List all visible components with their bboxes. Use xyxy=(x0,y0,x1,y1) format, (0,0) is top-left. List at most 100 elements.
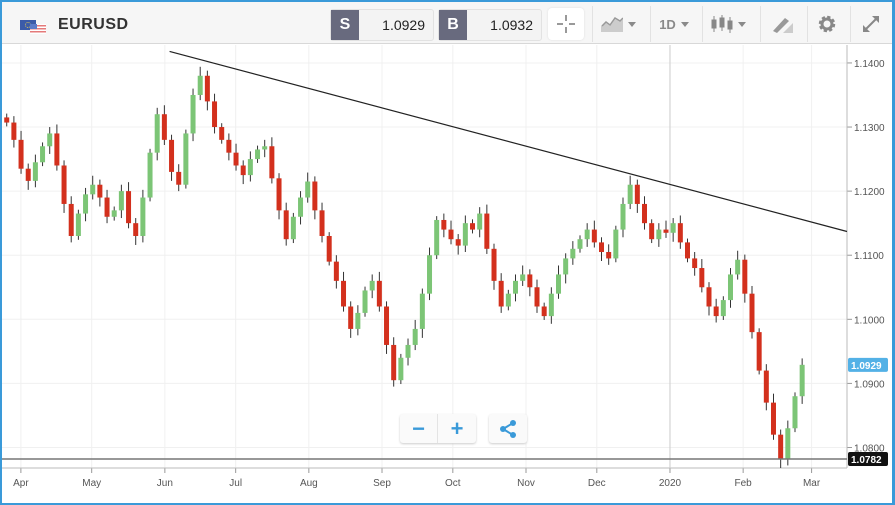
timeframe-label: 1D xyxy=(659,16,676,32)
candle-body xyxy=(720,300,726,317)
share-icon xyxy=(500,419,516,438)
candle-body xyxy=(799,364,805,397)
trendline xyxy=(169,50,848,233)
x-tick-label: Aug xyxy=(300,478,318,489)
chart-type-icon xyxy=(601,17,623,32)
candle-body xyxy=(398,357,404,381)
candle-body xyxy=(606,252,612,259)
candle-body xyxy=(713,306,719,317)
candle-body xyxy=(212,101,218,128)
candle-body xyxy=(176,171,182,185)
candle-body xyxy=(570,248,576,259)
x-tick-label: 2020 xyxy=(659,478,682,489)
candle-body xyxy=(391,344,397,381)
candle-body xyxy=(677,223,683,243)
candle-style-button[interactable] xyxy=(702,6,754,42)
candle-body xyxy=(204,75,210,102)
candle-body xyxy=(448,229,454,240)
candle-body xyxy=(40,146,46,163)
share-button[interactable] xyxy=(489,414,527,443)
y-tick-label: 1.1200 xyxy=(854,187,885,198)
candle-body xyxy=(656,229,662,240)
candle-body xyxy=(684,242,690,259)
y-tick-label: 1.1000 xyxy=(854,315,885,326)
candle-body xyxy=(111,210,117,217)
candle-body xyxy=(484,213,490,249)
candle-body xyxy=(11,122,17,140)
candle-body xyxy=(369,280,375,291)
low-price-badge xyxy=(848,452,888,467)
candle-body xyxy=(599,242,605,253)
low-price-label: 1.0782 xyxy=(851,455,882,466)
current-price-label: 1.0929 xyxy=(851,361,882,372)
candle-body xyxy=(627,184,633,204)
candle-body xyxy=(4,117,10,123)
chart-type-button[interactable] xyxy=(592,6,644,42)
candle-body xyxy=(247,159,253,176)
candle-body xyxy=(90,184,96,195)
candle-body xyxy=(613,229,619,259)
candle-body xyxy=(649,223,655,240)
candle-body xyxy=(620,203,626,230)
candle-body xyxy=(505,293,511,307)
x-tick-label: Nov xyxy=(517,478,535,489)
candle-body xyxy=(534,287,540,307)
zoom-out-button[interactable]: − xyxy=(400,414,438,443)
candle-body xyxy=(405,344,411,358)
candle-body xyxy=(75,213,81,236)
candle-body xyxy=(319,210,325,236)
crosshair-button[interactable] xyxy=(548,8,584,40)
crosshair-icon xyxy=(557,15,575,33)
candle-body xyxy=(770,402,776,435)
x-tick-label: May xyxy=(82,478,101,489)
candle-body xyxy=(290,216,296,240)
candle-body xyxy=(190,94,196,134)
candle-body xyxy=(477,213,483,230)
candle-body xyxy=(104,197,110,217)
x-tick-label: Jun xyxy=(157,478,173,489)
sell-button[interactable]: S 1.0929 xyxy=(330,9,434,41)
candle-body xyxy=(262,146,268,150)
buy-button[interactable]: B 1.0932 xyxy=(438,9,542,41)
sell-label: S xyxy=(331,10,359,40)
drawing-tools-button[interactable] xyxy=(760,6,802,42)
expand-icon xyxy=(862,16,879,32)
settings-button[interactable] xyxy=(807,6,845,42)
candle-body xyxy=(118,191,124,211)
candle-body xyxy=(312,181,318,211)
candle-body xyxy=(240,165,246,176)
timeframe-dropdown[interactable]: 1D xyxy=(650,6,697,42)
candle-body xyxy=(412,328,418,345)
candle-body xyxy=(520,274,526,281)
candle-body xyxy=(147,152,153,198)
zoom-controls: − + xyxy=(400,414,476,443)
candle-body xyxy=(763,370,769,403)
zoom-in-button[interactable]: + xyxy=(450,415,464,441)
candle-body xyxy=(563,258,569,275)
x-tick-label: Apr xyxy=(13,478,29,489)
candle-body xyxy=(348,306,354,329)
candle-body xyxy=(749,293,755,333)
candle-body xyxy=(427,255,433,294)
y-tick-label: 1.0800 xyxy=(854,443,885,454)
price-chart[interactable]: 1.1400 1.1300 1.1200 1.1100 1.1000 1.0900 1.08… xyxy=(2,45,892,503)
drawing-tool-icon xyxy=(772,18,793,33)
candle-body xyxy=(333,261,339,281)
candle-body xyxy=(498,280,504,307)
candle-body xyxy=(133,223,139,236)
candle-body xyxy=(756,332,762,371)
candle-body xyxy=(634,184,640,204)
candle-body xyxy=(83,194,89,214)
expand-button[interactable] xyxy=(850,6,890,42)
chevron-down-icon xyxy=(680,21,689,27)
candle-body xyxy=(692,258,698,269)
candle-body xyxy=(434,219,440,256)
candle-body xyxy=(384,306,390,345)
x-tick-label: Jul xyxy=(229,478,242,489)
candle-body xyxy=(341,280,347,307)
candle-body xyxy=(706,287,712,307)
candle-body xyxy=(54,133,60,166)
candle-body xyxy=(226,139,232,153)
candle-body xyxy=(699,268,705,288)
candle-body xyxy=(305,181,311,198)
